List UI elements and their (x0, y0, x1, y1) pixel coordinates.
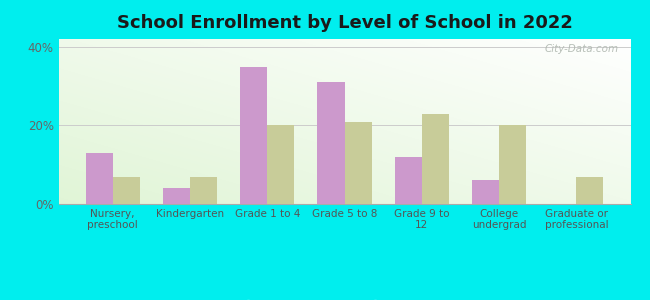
Bar (472, 180, 499, 204)
Bar (163, 188, 190, 204)
Bar (267, 125, 294, 204)
Bar (240, 67, 267, 204)
Title: School Enrollment by Level of School in 2022: School Enrollment by Level of School in … (116, 14, 573, 32)
Bar (317, 82, 344, 204)
Bar (112, 176, 140, 204)
Bar (422, 114, 449, 204)
Bar (190, 176, 217, 204)
Bar (499, 125, 526, 204)
Legend: Osmond, NE, Nebraska: Osmond, NE, Nebraska (231, 296, 458, 300)
Bar (344, 122, 372, 204)
Bar (577, 176, 603, 204)
Bar (395, 157, 422, 204)
Bar (86, 153, 112, 204)
Text: City-Data.com: City-Data.com (545, 44, 619, 54)
